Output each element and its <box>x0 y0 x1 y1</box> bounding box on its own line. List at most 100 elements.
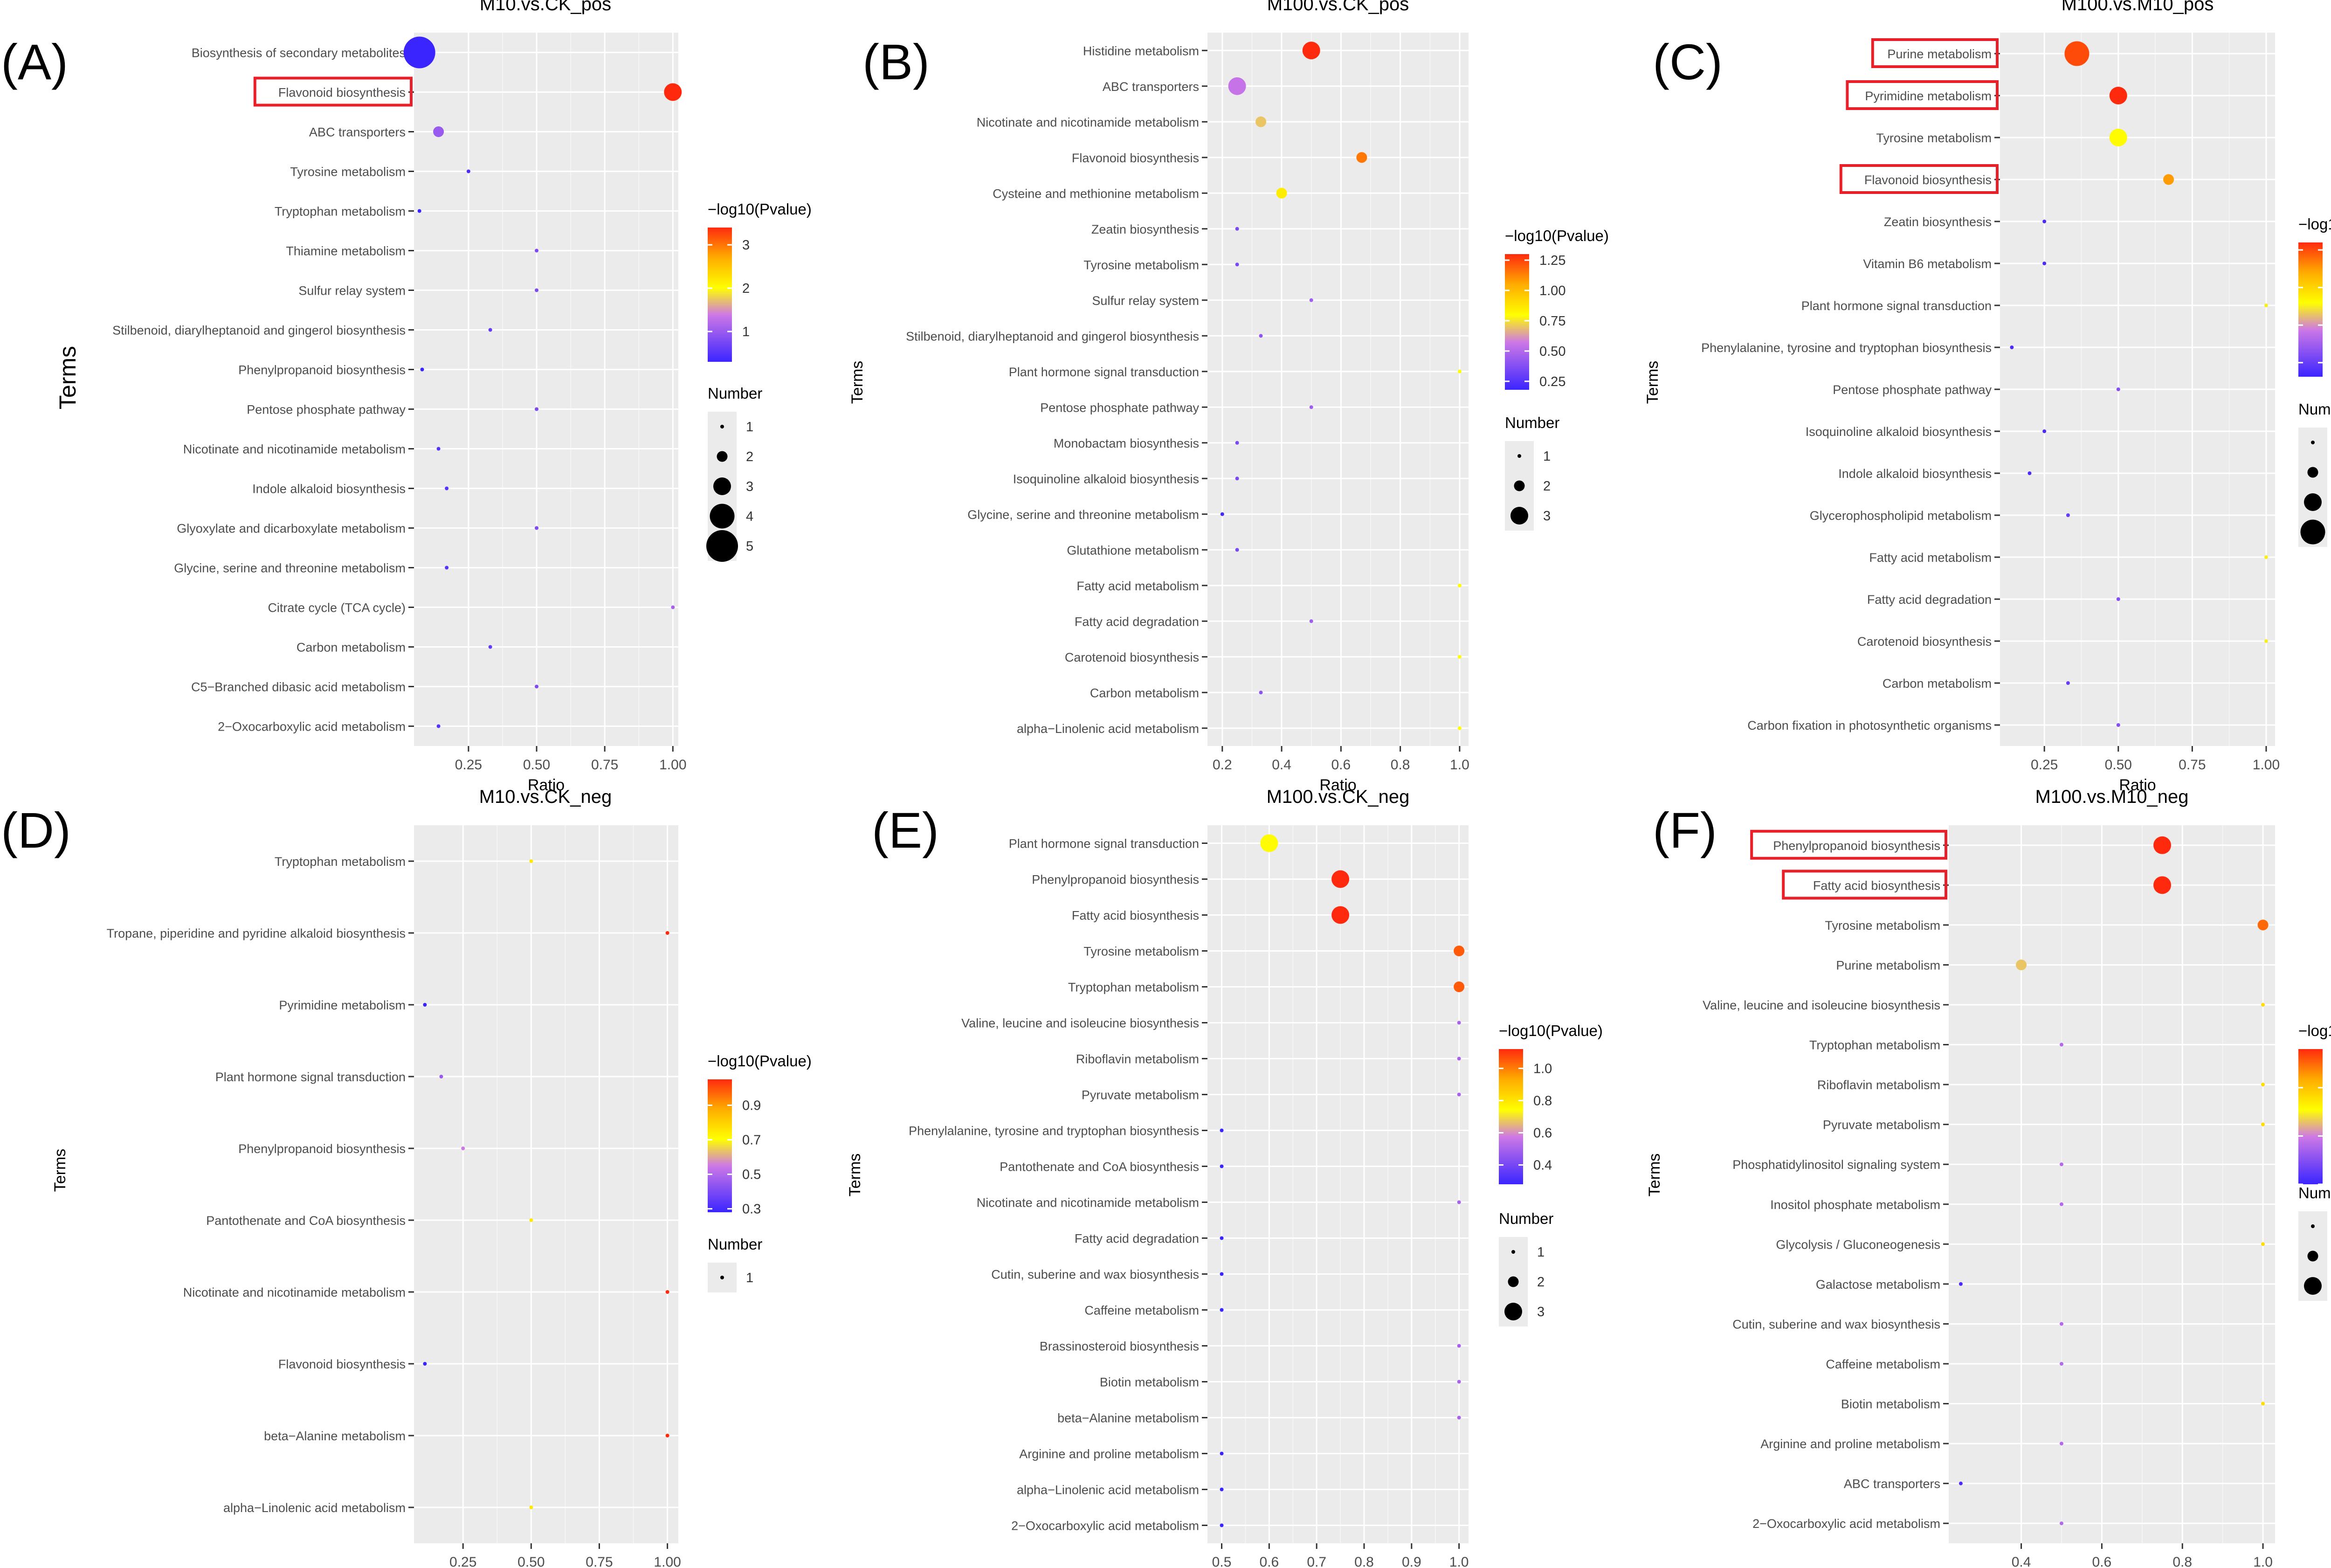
data-point <box>2116 723 2120 727</box>
data-point <box>2109 129 2127 146</box>
data-point <box>2116 597 2120 601</box>
data-point <box>529 1218 533 1222</box>
term-label: Glycerophospholipid metabolism <box>1810 509 1992 523</box>
term-label: Fatty acid biosynthesis <box>1072 909 1199 923</box>
size-key-label: 3 <box>1537 1305 1545 1319</box>
data-point <box>1235 477 1239 481</box>
data-point <box>1457 369 1462 373</box>
x-tick-label: 1.00 <box>654 1554 681 1568</box>
size-legend-title: Number <box>708 1236 762 1253</box>
term-label: Caffeine metabolism <box>1826 1357 1940 1371</box>
size-key-label: 1 <box>746 420 753 435</box>
data-point <box>1356 152 1367 163</box>
term-label: Plant hormone signal transduction <box>1801 299 1992 313</box>
color-bar-label: 0.6 <box>1533 1126 1552 1141</box>
data-point <box>2010 345 2014 349</box>
x-axis-title: Ratio <box>2119 776 2156 794</box>
data-point <box>2059 1521 2063 1526</box>
term-label: beta−Alanine metabolism <box>1057 1411 1199 1425</box>
size-key-label: 2 <box>1543 479 1551 494</box>
data-point <box>1259 334 1263 338</box>
data-point <box>1454 981 1465 992</box>
term-label: Stilbenoid, diarylheptanoid and gingerol… <box>112 324 406 338</box>
size-key-label: 1 <box>1537 1245 1545 1260</box>
term-label: Purine metabolism <box>1836 958 1940 972</box>
color-bar-label: 0.75 <box>1539 314 1565 329</box>
highlight-box <box>1839 164 1999 194</box>
data-point <box>445 486 449 490</box>
size-key-dot <box>2307 1250 2318 1262</box>
size-key-dot <box>1510 507 1528 525</box>
term-label: Isoquinoline alkaloid biosynthesis <box>1013 472 1199 486</box>
term-label: Pyruvate metabolism <box>1082 1088 1199 1102</box>
term-label: ABC transporters <box>1103 80 1199 94</box>
size-key-dot <box>2304 493 2322 511</box>
data-point <box>665 1290 669 1294</box>
size-key-dot <box>706 530 738 562</box>
term-label: Carbon fixation in photosynthetic organi… <box>1747 718 1992 732</box>
term-label: Pentose phosphate pathway <box>1833 383 1992 397</box>
data-point <box>535 288 539 292</box>
data-point <box>1220 1487 1224 1492</box>
panel-letter: (E) <box>872 802 939 858</box>
term-label: Riboflavin metabolism <box>1076 1052 1199 1066</box>
term-label: Zeatin biosynthesis <box>1091 222 1199 236</box>
data-point <box>1220 1128 1224 1133</box>
term-label: Flavonoid biosynthesis <box>278 86 406 100</box>
data-point <box>2059 1162 2063 1167</box>
term-label: Carotenoid biosynthesis <box>1065 650 1199 664</box>
term-label: Phenylpropanoid biosynthesis <box>1773 839 1940 853</box>
term-label: Phenylpropanoid biosynthesis <box>238 363 406 377</box>
size-key-label: 1 <box>746 1271 753 1285</box>
term-label: Glycine, serine and threonine metabolism <box>967 508 1199 522</box>
data-point <box>2059 1442 2063 1446</box>
data-point <box>1959 1282 1963 1286</box>
highlight-box <box>1750 829 1947 860</box>
data-point <box>1457 583 1462 587</box>
term-label: Tryptophan metabolism <box>275 855 406 869</box>
term-label: Fatty acid metabolism <box>1869 551 1992 565</box>
size-key-dot <box>1511 1250 1515 1254</box>
y-axis-title: Terms <box>55 346 81 409</box>
term-label: Flavonoid biosynthesis <box>1864 173 1992 187</box>
data-point <box>1457 1200 1461 1204</box>
x-tick-label: 1.00 <box>659 757 686 773</box>
color-bar <box>2298 1049 2323 1184</box>
data-point <box>2264 555 2268 559</box>
color-bar <box>1505 254 1529 390</box>
term-label: Phosphatidylinositol signaling system <box>1732 1158 1940 1172</box>
x-tick-label: 0.75 <box>586 1554 613 1568</box>
color-legend-title: −log10(Pvalue) <box>2298 215 2331 233</box>
term-label: Glycine, serine and threonine metabolism <box>174 561 406 575</box>
plot-background <box>1207 33 1469 746</box>
term-label: Pantothenate and CoA biosynthesis <box>1000 1160 1199 1174</box>
data-point <box>1220 512 1224 516</box>
term-label: Sulfur relay system <box>1092 294 1199 308</box>
x-axis-title: Ratio <box>1319 776 1356 794</box>
panel-title: M100.vs.M10_neg <box>2035 787 2188 807</box>
color-bar-label: 0.9 <box>742 1098 761 1113</box>
data-point <box>2264 639 2268 643</box>
data-point <box>420 367 424 372</box>
term-label: Valine, leucine and isoleucine biosynthe… <box>1703 998 1940 1012</box>
data-point <box>2109 87 2127 104</box>
color-bar-label: 0.7 <box>742 1133 761 1148</box>
size-legend-title: Number <box>2298 1184 2331 1202</box>
term-label: 2−Oxocarboxylic acid metabolism <box>1752 1517 1940 1531</box>
plot-background <box>1207 825 1469 1543</box>
x-tick-label: 1.00 <box>2253 757 2280 773</box>
term-label: Carbon metabolism <box>1883 677 1992 691</box>
term-label: Sulfur relay system <box>298 284 406 298</box>
color-bar-label: 1.0 <box>1533 1061 1552 1076</box>
data-point <box>439 1075 443 1078</box>
y-axis-title: Terms <box>51 1149 69 1192</box>
term-label: Arginine and proline metabolism <box>1760 1437 1940 1451</box>
size-key-label: 3 <box>1543 509 1551 524</box>
size-key-label: 1 <box>1543 449 1551 464</box>
x-tick-label: 0.75 <box>591 757 618 773</box>
x-tick-label: 0.25 <box>449 1554 476 1568</box>
term-label: Phenylalanine, tyrosine and tryptophan b… <box>1701 341 1992 355</box>
term-label: Pantothenate and CoA biosynthesis <box>206 1214 406 1228</box>
data-point <box>2261 1242 2265 1246</box>
color-bar-label: 0.25 <box>1539 374 1565 389</box>
